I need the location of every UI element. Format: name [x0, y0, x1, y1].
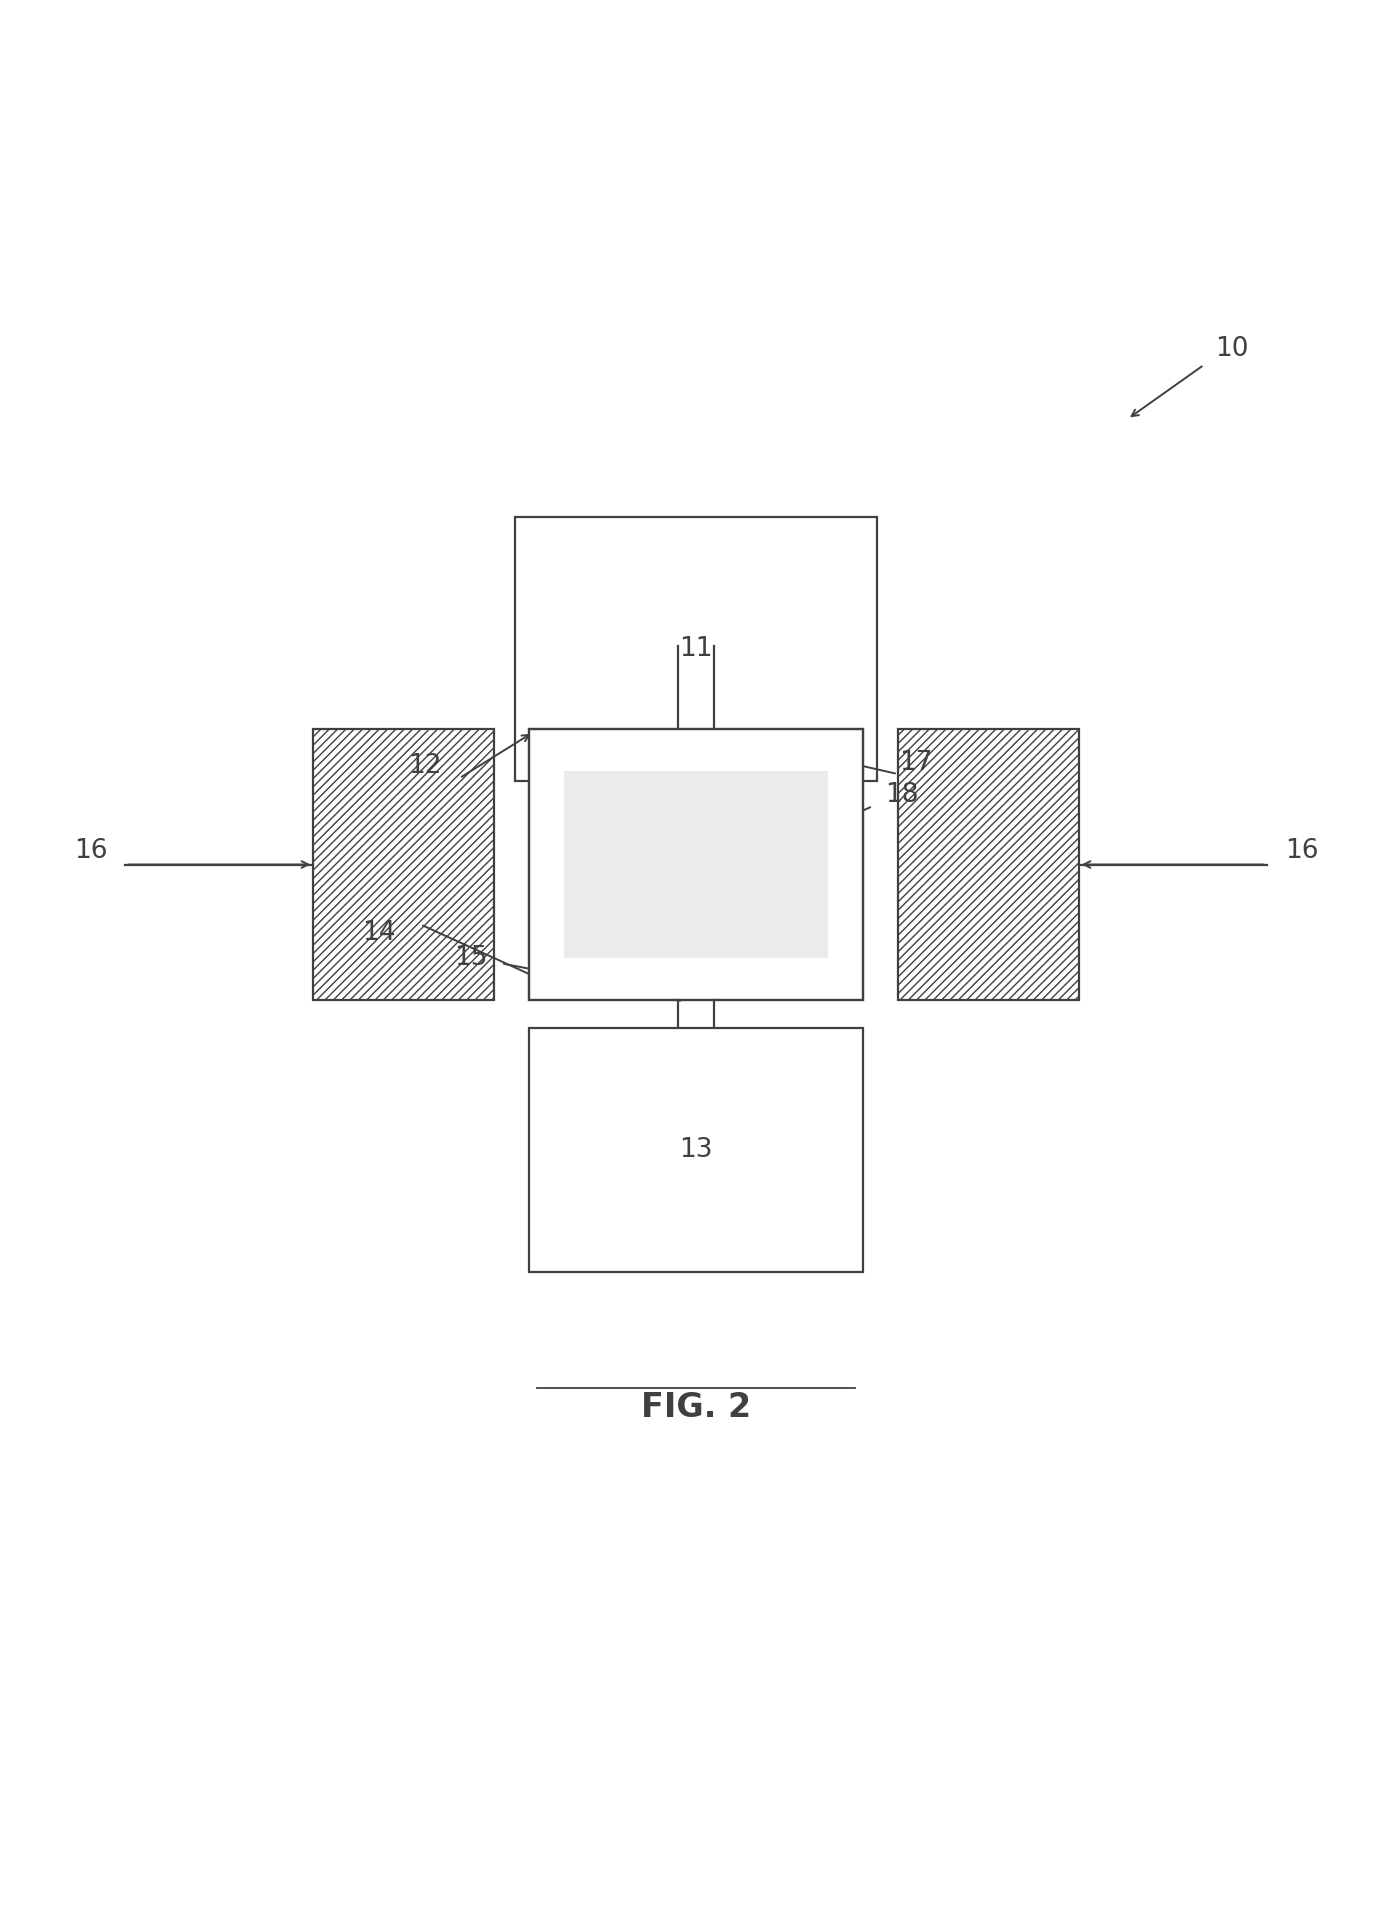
Bar	[898, 730, 1079, 1001]
Bar	[529, 1028, 863, 1272]
Bar	[529, 730, 863, 1001]
Bar	[564, 770, 828, 959]
Bar	[515, 516, 877, 781]
Text: FIG. 2: FIG. 2	[640, 1390, 752, 1423]
Text: 10: 10	[1215, 336, 1249, 363]
Bar	[564, 770, 828, 959]
Text: 12: 12	[408, 753, 441, 779]
Bar	[529, 730, 863, 1001]
Text: 17: 17	[899, 751, 933, 775]
Text: 11: 11	[679, 636, 713, 661]
Bar	[313, 730, 494, 1001]
Text: 16: 16	[1285, 838, 1318, 863]
Text: 13: 13	[679, 1136, 713, 1163]
Text: 15: 15	[454, 945, 487, 970]
Text: 16: 16	[74, 838, 107, 863]
Text: 14: 14	[362, 921, 395, 945]
Text: 18: 18	[885, 781, 919, 808]
